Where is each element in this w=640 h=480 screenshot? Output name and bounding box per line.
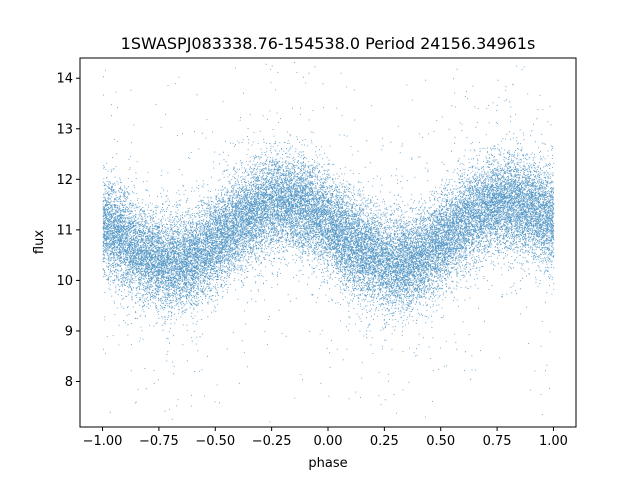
x-tick-label: 0.75 xyxy=(483,434,512,449)
y-axis-ticks: 8 9 10 11 12 13 14 xyxy=(56,72,80,390)
chart-title: 1SWASPJ083338.76-154538.0 Period 24156.3… xyxy=(121,34,536,53)
x-tick-label: −0.75 xyxy=(139,434,179,449)
plot-background xyxy=(80,58,576,427)
plot-area xyxy=(79,57,577,428)
scatter-points xyxy=(102,62,555,423)
x-axis-label: phase xyxy=(308,456,347,471)
x-axis-ticks: −1.00 −0.75 −0.50 −0.25 0.00 0.25 0.50 0.75 1.00 xyxy=(83,427,568,449)
y-tick-label: 11 xyxy=(56,223,73,238)
x-tick-label: −0.50 xyxy=(195,434,235,449)
x-tick-label: 0.25 xyxy=(370,434,399,449)
x-tick-label: −1.00 xyxy=(83,434,123,449)
data-points xyxy=(102,62,555,423)
y-tick-label: 14 xyxy=(56,72,73,87)
y-axis-label: flux xyxy=(32,230,47,254)
x-tick-label: 0.50 xyxy=(426,434,455,449)
x-tick-label: 1.00 xyxy=(539,434,568,449)
y-tick-label: 8 xyxy=(65,375,73,390)
y-tick-label: 10 xyxy=(56,274,73,289)
y-tick-label: 9 xyxy=(65,324,73,339)
y-tick-label: 12 xyxy=(56,173,73,188)
x-tick-label: 0.00 xyxy=(314,434,343,449)
x-tick-label: −0.25 xyxy=(252,434,292,449)
y-tick-label: 13 xyxy=(56,122,73,137)
